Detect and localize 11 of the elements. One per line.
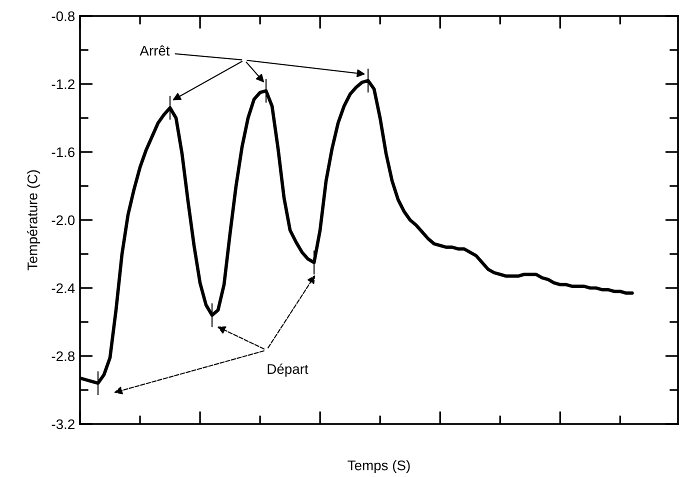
y-tick-label: -2.8 xyxy=(52,351,75,362)
y-tick-label: -3.2 xyxy=(52,419,74,430)
annotation: Arrêt xyxy=(140,45,170,56)
y-tick-label: -2.4 xyxy=(52,283,75,294)
y-tick-label: -0.8 xyxy=(52,11,75,22)
y-tick-label: -1.6 xyxy=(52,147,75,158)
annotation: Départ xyxy=(268,364,308,377)
y-tick-label: -1.2 xyxy=(52,79,74,90)
y-axis-title: Température (C) xyxy=(26,170,40,270)
y-tick-label: -2.0 xyxy=(52,215,75,226)
x-axis-title: Temps (S) xyxy=(348,460,410,474)
